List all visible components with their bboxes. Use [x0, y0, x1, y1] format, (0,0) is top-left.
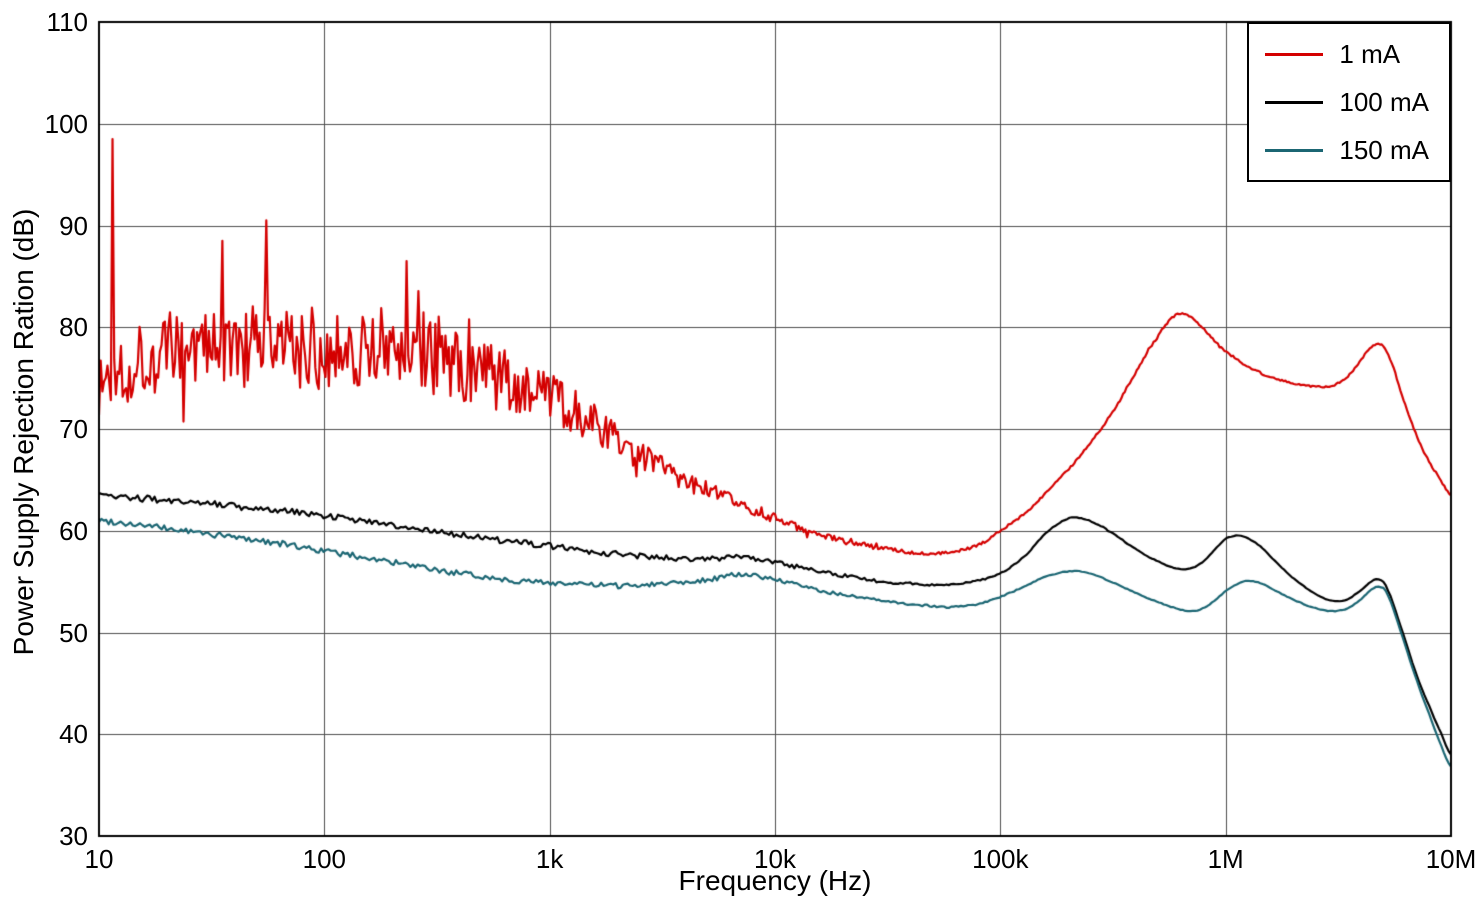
legend-line-swatch	[1265, 100, 1324, 104]
legend-item: 100 mA	[1265, 78, 1429, 126]
x-tick-label: 10	[84, 844, 114, 874]
x-tick-label: 10k	[754, 844, 796, 874]
y-tick-label: 100	[44, 108, 88, 139]
y-tick-label: 90	[59, 210, 88, 241]
legend-label: 100 mA	[1339, 86, 1429, 117]
x-tick-label: 1M	[1207, 844, 1244, 874]
x-tick-label: 1k	[535, 844, 564, 874]
y-tick-label: 50	[59, 617, 88, 648]
y-tick-label: 80	[59, 312, 88, 343]
x-tick-label: 100k	[972, 844, 1029, 874]
legend-label: 150 mA	[1339, 134, 1429, 165]
y-tick-label: 60	[59, 515, 88, 546]
x-axis-title: Frequency (Hz)	[678, 865, 872, 896]
y-tick-label: 40	[59, 719, 88, 750]
x-tick-label: 10M	[1425, 844, 1477, 874]
legend-label: 1 mA	[1339, 38, 1401, 69]
x-tick-label: 100	[302, 844, 347, 874]
legend-item: 1 mA	[1265, 30, 1429, 78]
legend-line-swatch	[1265, 148, 1324, 152]
y-tick-label: 110	[46, 7, 88, 37]
legend-line-swatch	[1265, 52, 1324, 56]
y-tick-label: 30	[59, 821, 88, 851]
legend-item: 150 mA	[1265, 126, 1429, 174]
y-tick-label: 70	[59, 414, 88, 444]
legend: 1 mA 100 mA 150 mA	[1247, 22, 1451, 182]
